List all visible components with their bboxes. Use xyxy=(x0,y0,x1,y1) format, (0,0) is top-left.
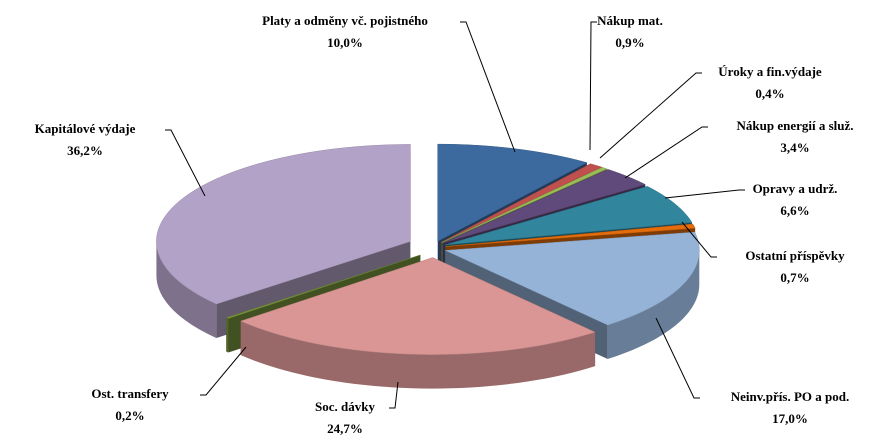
value-label: 0,7% xyxy=(780,270,809,285)
leader-line xyxy=(664,189,745,199)
leader-line xyxy=(681,221,717,258)
pie-slice xyxy=(444,186,693,246)
leader-line xyxy=(624,126,708,179)
slice-label: Úroky a fin.výdaje xyxy=(718,64,822,79)
pie-slice xyxy=(441,163,603,243)
slice-label: Neinv.přís. PO a pod. xyxy=(731,389,849,404)
leader-line xyxy=(589,21,597,151)
pie-slice xyxy=(240,257,596,355)
slice-label: Ostatní příspěvky xyxy=(745,248,845,263)
value-label: 0,4% xyxy=(755,86,784,101)
pie-slice xyxy=(445,223,696,247)
value-label: 10,0% xyxy=(327,35,363,50)
value-label: 6,6% xyxy=(780,203,809,218)
leader-line xyxy=(165,129,206,197)
pie-slice xyxy=(437,143,588,242)
value-label: 0,9% xyxy=(615,35,644,50)
value-label: 3,4% xyxy=(780,140,809,155)
leader-line xyxy=(389,381,399,409)
pie-slice xyxy=(445,231,700,326)
pie-slice xyxy=(225,254,421,319)
value-label: 0,2% xyxy=(115,408,144,423)
slice-label: Opravy a udrž. xyxy=(753,181,838,196)
slice-label: Soc. dávky xyxy=(315,399,375,414)
slice-label: Platy a odměny vč. pojistného xyxy=(262,13,428,28)
leader-line xyxy=(655,317,700,399)
slice-label: Nákup energií a služ. xyxy=(736,118,853,133)
leader-line xyxy=(460,21,516,153)
leader-line xyxy=(599,72,702,159)
slice-side xyxy=(226,317,229,353)
value-label: 17,0% xyxy=(772,411,808,426)
slice-label: Ost. transfery xyxy=(91,386,169,401)
slice-side xyxy=(607,250,700,360)
pie-slice xyxy=(156,144,411,305)
value-label: 24,7% xyxy=(327,421,363,436)
leader-line xyxy=(200,346,247,396)
slice xyxy=(240,257,596,389)
slice-label: Nákup mat. xyxy=(597,13,663,28)
slice-side xyxy=(156,241,217,339)
slice-label: Kapitálové výdaje xyxy=(35,121,136,136)
slice-side xyxy=(240,321,596,389)
value-label: 36,2% xyxy=(67,143,103,158)
pie-slice xyxy=(441,167,608,243)
